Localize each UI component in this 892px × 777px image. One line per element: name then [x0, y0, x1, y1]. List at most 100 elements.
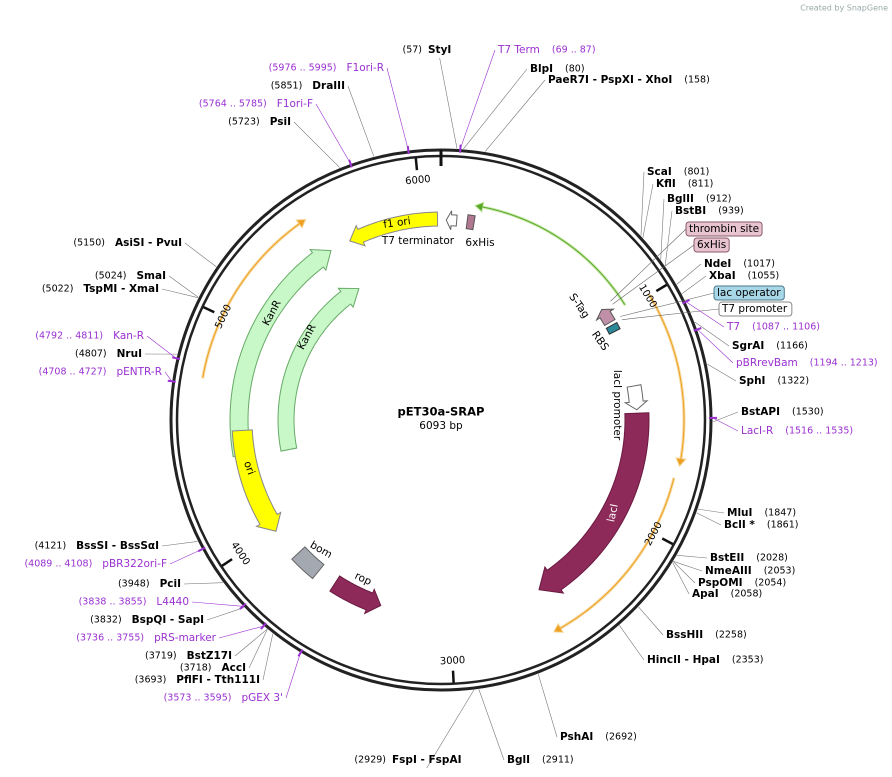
enzyme-name: FspI - FspAI — [392, 754, 462, 766]
enzyme-position: (3693) — [135, 675, 167, 686]
primer-range: (3573 .. 3595) — [164, 693, 232, 704]
leader — [169, 549, 202, 565]
leader — [206, 607, 245, 621]
enzyme-position: (1530) — [792, 407, 824, 418]
enzyme-position: (1166) — [776, 341, 808, 352]
leader — [676, 554, 708, 559]
enzyme-position: (2692) — [605, 732, 637, 743]
enzyme-position: (5851) — [271, 81, 303, 92]
enzyme-name: BstAPI — [741, 406, 780, 418]
enzyme-name: BclI * — [724, 519, 755, 531]
enzyme-name: NdeI — [704, 258, 731, 270]
leader — [610, 228, 687, 302]
enzyme-position: (1322) — [777, 376, 809, 387]
primer-range: (3838 .. 3855) — [79, 597, 147, 608]
primer-name: T7 — [726, 321, 740, 333]
feature-label: 6xHis — [697, 239, 726, 251]
enzyme-position: (1055) — [748, 271, 780, 282]
enzyme-name: PsiI — [270, 116, 291, 128]
feature-box — [713, 285, 785, 301]
enzyme-position: (1861) — [767, 520, 799, 531]
enzyme-name: DraIII — [312, 80, 345, 92]
leader — [622, 308, 720, 320]
tick-label: 6000 — [405, 174, 431, 187]
primer-range: (4089 .. 4108) — [24, 559, 92, 570]
leader — [262, 633, 274, 681]
leader — [694, 321, 730, 347]
enzyme-position: (5150) — [73, 238, 105, 249]
insert-arc — [474, 201, 627, 307]
primer-site — [171, 356, 181, 361]
feature-label: S-Tag — [566, 291, 591, 320]
leader — [697, 508, 725, 514]
leader — [620, 292, 715, 317]
primer-name: F1ori-F — [277, 98, 313, 110]
enzyme-position: (5022) — [42, 284, 74, 295]
rop — [329, 575, 382, 615]
f1-ori — [349, 211, 439, 247]
tick — [414, 158, 419, 171]
leader — [664, 210, 673, 266]
enzyme-name: SphI — [739, 375, 765, 387]
primer-range: (69 .. 87) — [552, 45, 596, 56]
enzyme-position: (4121) — [35, 541, 67, 552]
leader — [184, 242, 217, 268]
enzyme-name: MluI — [727, 507, 752, 519]
primer-name: pENTR-R — [116, 366, 162, 378]
tick-label: 5000 — [213, 303, 234, 331]
enzyme-position: (5723) — [228, 117, 260, 128]
leader — [642, 183, 654, 238]
enzyme-position: (811) — [688, 179, 714, 190]
enzyme-name: BstEII — [710, 552, 744, 564]
feature-label: f1 ori — [383, 215, 412, 231]
leader — [460, 49, 496, 149]
primer-site — [348, 159, 353, 168]
enzyme-position: (2053) — [764, 566, 796, 577]
primer-range: (3736 .. 3755) — [76, 633, 144, 644]
primer-name: Kan-R — [113, 330, 144, 342]
leader — [676, 263, 702, 285]
leader — [640, 171, 645, 236]
feature-box — [718, 301, 793, 317]
leader — [660, 198, 665, 260]
enzyme-name: PaeR7I - PspXI - XhoI — [548, 74, 672, 86]
feature-label: T7 promoter — [721, 303, 788, 315]
feature-label: 6xHis — [465, 237, 494, 249]
leader — [712, 417, 739, 432]
enzyme-name: BssHII — [666, 629, 703, 641]
enzyme-name: HincII - HpaI — [647, 654, 720, 666]
leader — [685, 301, 725, 328]
primer-range: (5764 .. 5785) — [199, 99, 267, 110]
his-tag — [465, 214, 476, 231]
enzyme-name: NmeAIII — [705, 565, 752, 577]
primer-name: pGEX 3' — [241, 692, 283, 704]
primer-site — [167, 379, 176, 383]
enzyme-position: (3718) — [180, 663, 212, 674]
primer-range: (1194 .. 1213) — [810, 358, 878, 369]
enzyme-name: AsiSI - PvuI — [115, 237, 182, 249]
enzyme-name: PflFI - Tth111I — [176, 674, 260, 686]
enzyme-position: (2058) — [731, 589, 763, 600]
enzyme-name: AccI — [222, 662, 246, 674]
plasmid-name: pET30a-SRAP — [398, 405, 485, 419]
rbs — [605, 321, 621, 335]
leader — [696, 512, 722, 526]
kanr — [277, 287, 360, 452]
leader — [673, 561, 703, 572]
enzyme-position: (1017) — [743, 259, 775, 270]
primer-site — [197, 546, 206, 553]
enzyme-name: SgrAI — [732, 340, 764, 352]
enzyme-position: (2911) — [542, 755, 574, 766]
primer-name: T7 Term — [497, 44, 540, 56]
enzyme-name: BstZ17I — [187, 650, 232, 662]
t7-terminator — [445, 210, 458, 230]
enzyme-position: (2258) — [715, 630, 747, 641]
primer-name: pBR322ori-F — [102, 558, 167, 570]
primer-site — [406, 145, 410, 155]
enzyme-name: BglII — [667, 193, 694, 205]
tick-label: 1000 — [636, 283, 659, 310]
enzyme-position: (158) — [684, 75, 710, 86]
tick-label: 2000 — [643, 520, 665, 548]
primer-arc — [647, 293, 687, 468]
